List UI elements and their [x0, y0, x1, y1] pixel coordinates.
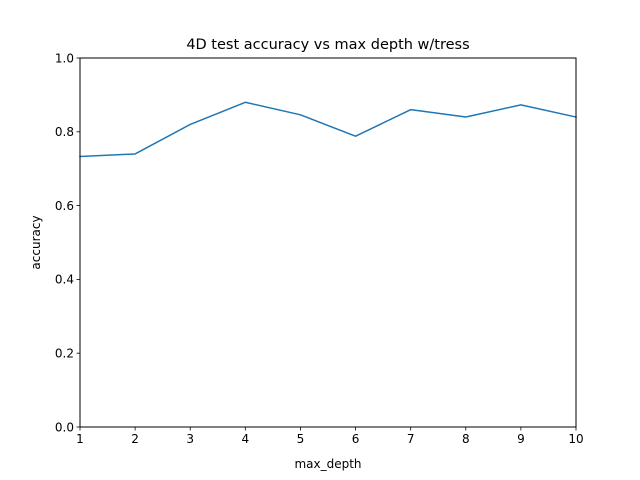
plot-area-frame — [79, 57, 577, 428]
y-tick-label: 1.0 — [55, 51, 74, 65]
x-tick-label: 7 — [407, 432, 415, 446]
x-tick-label: 4 — [242, 432, 250, 446]
y-tick-label: 0.8 — [55, 125, 74, 139]
x-tick-label: 8 — [462, 432, 470, 446]
x-axis-ticks: 1 2 3 4 5 6 7 8 9 10 — [76, 427, 584, 446]
y-tick-label: 0.0 — [55, 420, 74, 434]
y-axis-label: accuracy — [29, 215, 43, 269]
y-tick-label: 0.4 — [55, 273, 74, 287]
x-tick-label: 5 — [297, 432, 305, 446]
x-axis-label: max_depth — [294, 457, 361, 471]
x-tick-label: 9 — [517, 432, 525, 446]
x-tick-label: 10 — [568, 432, 583, 446]
x-tick-label: 2 — [131, 432, 139, 446]
x-tick-label: 3 — [186, 432, 194, 446]
y-tick-label: 0.2 — [55, 347, 74, 361]
y-axis-ticks: 0.0 0.2 0.4 0.6 0.8 1.0 — [55, 51, 80, 434]
y-tick-label: 0.6 — [55, 199, 74, 213]
series-line-0 — [79, 101, 577, 158]
x-tick-label: 6 — [352, 432, 360, 446]
series-layer — [79, 101, 577, 158]
x-tick-label: 1 — [76, 432, 84, 446]
chart-title: 4D test accuracy vs max depth w/tress — [186, 37, 469, 53]
